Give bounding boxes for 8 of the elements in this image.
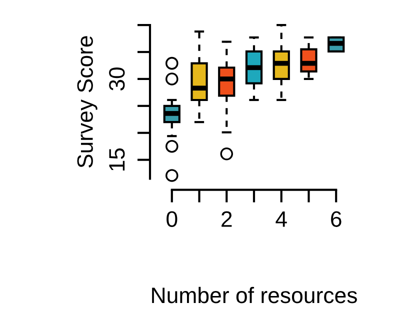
- x-tick-label: 0: [166, 211, 178, 227]
- x-axis-title: Number of resources: [152, 286, 357, 304]
- x-tick-label: 2: [222, 211, 232, 227]
- y-axis-title: Survey Score: [77, 36, 98, 168]
- x-tick-label: 4: [276, 211, 287, 227]
- y-tick-label: 30: [109, 67, 125, 90]
- y-tick-label: 15: [109, 148, 125, 170]
- x-tick-label: 6: [331, 211, 342, 227]
